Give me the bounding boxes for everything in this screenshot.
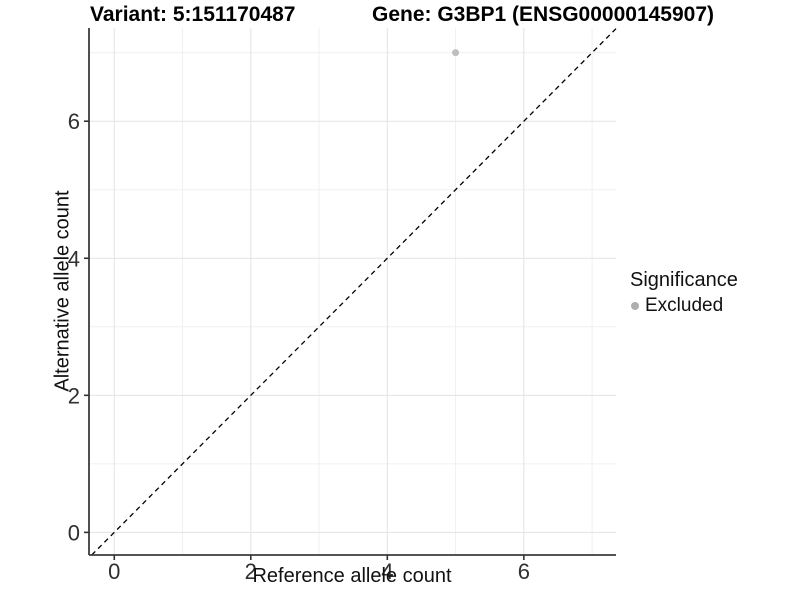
legend-item: Excluded	[630, 295, 738, 317]
legend: Significance Excluded	[630, 269, 738, 317]
data-point	[452, 49, 460, 57]
plot-title-gene: Gene: G3BP1 (ENSG00000145907)	[372, 3, 715, 26]
y-axis-title: Alternative allele count	[51, 190, 74, 392]
x-tick-label: 0	[108, 559, 120, 584]
y-tick-label: 2	[68, 383, 80, 408]
plot-title-variant: Variant: 5:151170487	[90, 3, 296, 26]
identity-reference-line	[91, 28, 617, 556]
x-axis-title: Reference allele count	[252, 565, 452, 587]
legend-point-icon	[631, 302, 639, 310]
x-tick-label: 4	[381, 559, 393, 584]
y-tick-label: 4	[68, 246, 80, 271]
legend-title: Significance	[630, 269, 738, 291]
legend-item-label: Excluded	[645, 295, 724, 316]
legend-items: Excluded	[630, 295, 738, 317]
y-tick-label: 6	[68, 109, 80, 134]
x-tick-label: 6	[518, 559, 530, 584]
x-tick-label: 2	[245, 559, 257, 584]
y-tick-label: 0	[68, 520, 80, 545]
